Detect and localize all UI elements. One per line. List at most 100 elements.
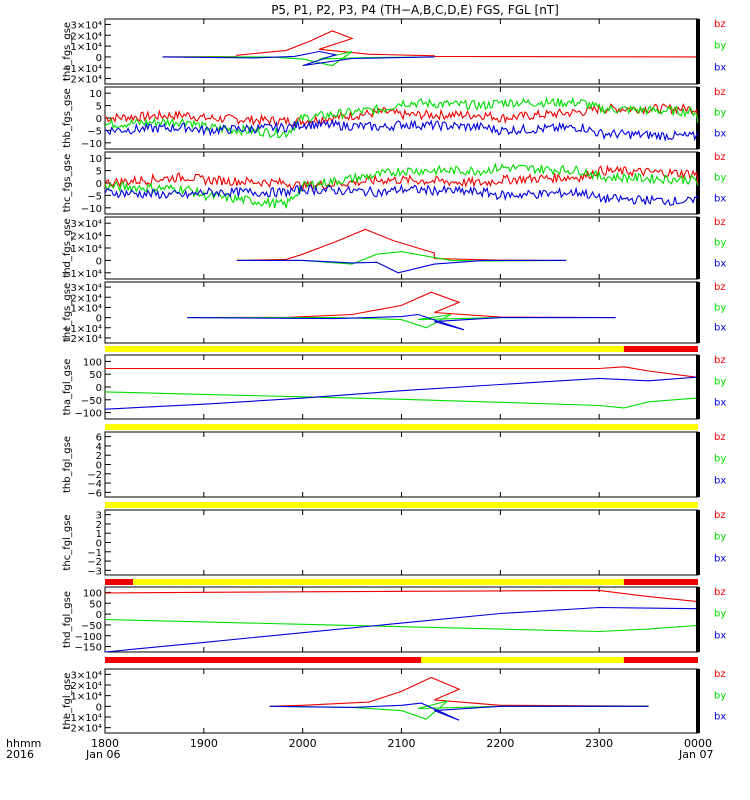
legend-by: by [714,302,726,313]
y-tick-label: 3×10⁴ [71,283,102,294]
y-tick-label: 1×10⁴ [71,303,102,314]
y-tick-label: −2 [87,470,102,481]
y-tick-label: 3 [96,511,102,522]
y-tick-label: 0 [96,461,102,472]
panel-right-edge [696,432,700,497]
panel-right-edge [696,510,700,575]
legend-bz: bz [714,669,726,680]
y-axis-label: thd_fgl_gse [62,591,73,648]
series-by [162,50,435,67]
status-bar-segment [623,579,698,585]
y-tick-label: −4 [87,479,102,490]
series-bx [104,118,699,142]
legend-bz: bz [714,587,726,598]
series-bz [104,164,699,192]
panel-frame [104,151,699,215]
y-tick-label: −50 [81,621,102,632]
status-bar-segment [105,657,422,663]
y-tick-label: −5 [87,191,102,202]
y-tick-label: −2×10⁴ [62,334,102,345]
series-bz [269,676,649,707]
y-axis-label: thd_fgs_gse [62,218,73,277]
status-bar-segment [421,657,624,663]
legend-bz: bz [714,355,726,366]
legend-bz: bz [714,510,726,521]
legend-bx: bx [714,475,726,486]
y-tick-label: 2 [96,451,102,462]
y-tick-label: 3×10⁴ [71,20,102,31]
y-tick-label: 1×10⁴ [71,42,102,53]
status-bar [105,424,698,430]
x-tick-label: 2100 [388,737,416,750]
y-tick-label: −2×10⁴ [62,724,102,735]
series-bz [187,291,616,319]
y-tick-label: 4 [96,442,102,453]
y-axis-label: thc_fgl_gse [62,514,73,570]
y-tick-label: −1×10⁴ [62,64,102,75]
y-tick-label: 0 [96,114,102,125]
y-tick-label: 10 [89,89,102,100]
y-tick-label: −1×10⁴ [62,324,102,335]
panel-thc_fgs_gse: 10 50−5 −10 thc_fgs_gse bz by bx [62,151,726,215]
y-axis-label: the_fgl_gse [62,673,73,730]
y-tick-label: 1×10⁴ [71,244,102,255]
series-by [104,391,697,409]
y-tick-label: 0 [96,539,102,550]
y-tick-label: 0 [96,610,102,621]
y-tick-label: −1×10⁴ [62,713,102,724]
y-axis-label: thb_fgl_gse [62,436,73,493]
y-tick-label: 0 [96,53,102,64]
legend-by: by [714,532,726,543]
legend-bx: bx [714,323,726,334]
y-tick-label: 50 [89,599,102,610]
series-bx [104,376,697,410]
y-tick-label: −10 [81,139,102,150]
y-tick-label: −1×10⁴ [62,269,102,280]
y-tick-label: 3×10⁴ [71,219,102,230]
x-tick-label: 2000 [289,737,317,750]
y-tick-label: −150 [75,643,102,654]
panel-frame [104,216,699,280]
legend-by: by [714,238,726,249]
legend-by: by [714,454,726,465]
series-bz [162,30,697,58]
x-axis-row-label-year: 2016 [6,748,34,761]
series-bx [236,259,567,274]
chart-title: P5, P1, P2, P3, P4 (TH−A,B,C,D,E) FGS, F… [271,3,559,17]
y-tick-label: 0 [96,383,102,394]
status-bar [105,579,698,585]
status-bar [105,502,698,508]
y-axis-label: thc_fgs_gse [62,154,73,213]
status-bars [105,346,698,663]
x-tick-label: 1800 [91,737,119,750]
y-tick-label: 6 [96,433,102,444]
y-tick-label: 100 [83,588,102,599]
series-bx [104,606,697,653]
legend-bx: bx [714,128,726,139]
panel-right-edge [696,669,700,733]
y-tick-label: 2×10⁴ [71,31,102,42]
series-by [104,96,699,139]
y-tick-label: 2×10⁴ [71,232,102,243]
y-tick-label: 0 [96,179,102,190]
series-bx [269,702,649,721]
x-axis: hhmm 2016 Jan 06 Jan 07 1800 1900 2000 2100… [6,737,713,761]
legend-by: by [714,173,726,184]
panel-right-edge [696,217,700,279]
y-tick-label: 0 [96,256,102,267]
legend-by: by [714,690,726,701]
legend-bx: bx [714,553,726,564]
y-tick-label: 0 [96,314,102,325]
x-axis-row-label-hhmm: hhmm [6,737,41,750]
series-bz [104,589,697,602]
panel-frame [104,431,699,498]
y-tick-label: 1×10⁴ [71,692,102,703]
y-tick-label: 3×10⁴ [71,670,102,681]
y-tick-label: −10 [81,204,102,215]
panel-frame [104,18,699,85]
panel-frame [104,586,699,653]
